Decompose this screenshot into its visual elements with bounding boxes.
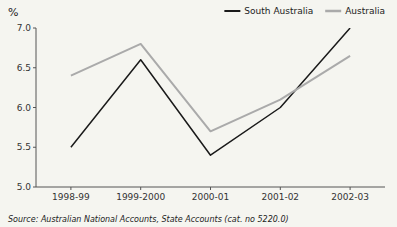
x-tick-label: 2002-03 xyxy=(331,192,369,202)
x-tick xyxy=(210,187,211,190)
source-note: Source: Australian National Accounts, St… xyxy=(8,215,289,224)
legend-label: Australia xyxy=(345,6,385,16)
legend-swatch xyxy=(325,10,341,13)
legend: Australia South Australia xyxy=(224,6,385,16)
y-tick-label: 6.5 xyxy=(17,63,31,73)
legend-label: South Australia xyxy=(244,6,313,16)
x-tick-label: 1999-2000 xyxy=(116,192,165,202)
y-tick-label: 7.0 xyxy=(17,23,32,33)
y-tick xyxy=(33,28,36,29)
x-tick xyxy=(140,187,141,190)
legend-swatch xyxy=(224,10,240,12)
y-tick xyxy=(33,187,36,188)
x-tick-label: 2000-01 xyxy=(192,192,230,202)
line xyxy=(71,28,350,155)
y-tick xyxy=(33,67,36,68)
line xyxy=(71,44,350,131)
x-tick xyxy=(350,187,351,190)
x-tick-label: 2001-02 xyxy=(261,192,299,202)
x-tick xyxy=(70,187,71,190)
y-tick-label: 6.0 xyxy=(17,103,32,113)
plot-area xyxy=(71,28,350,155)
y-axis-label: % xyxy=(8,6,18,19)
y-tick xyxy=(33,107,36,108)
y-tick-label: 5.5 xyxy=(17,142,31,152)
x-tick-label: 1998-99 xyxy=(52,192,90,202)
y-tick xyxy=(33,147,36,148)
background xyxy=(0,0,397,227)
x-tick xyxy=(280,187,281,190)
y-tick-label: 5.0 xyxy=(17,182,32,192)
